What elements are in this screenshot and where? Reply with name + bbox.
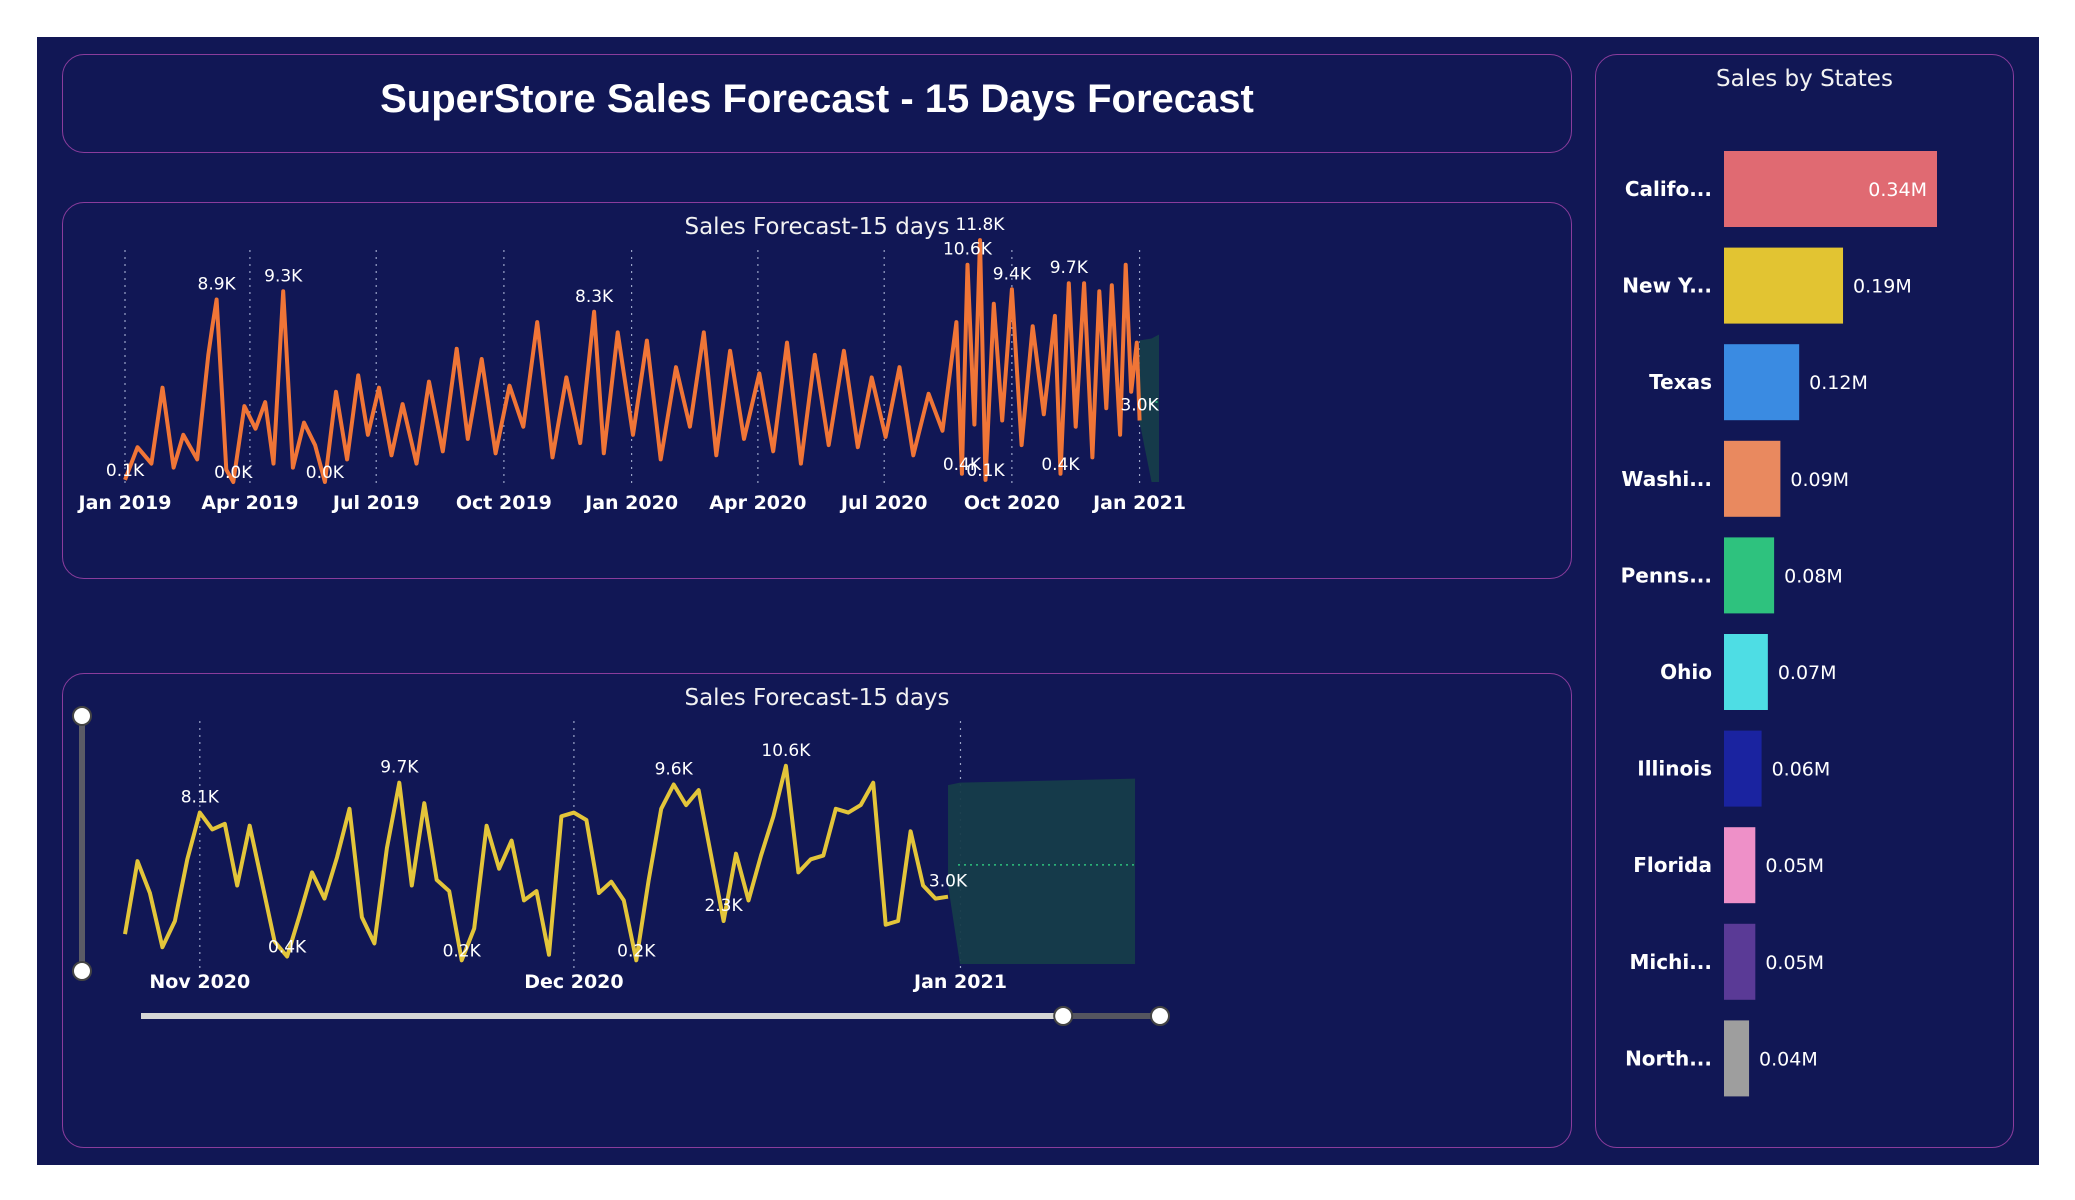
state-label: Florida (1633, 853, 1712, 877)
data-label: 8.9K (198, 275, 237, 295)
chart-title: Sales Forecast-15 days (684, 685, 950, 711)
bar-value-label: 0.34M (1868, 179, 1927, 201)
data-label: 0.4K (1041, 455, 1080, 475)
x-tick-label: Jan 2021 (912, 971, 1007, 993)
x-tick-label: Nov 2020 (149, 971, 250, 993)
state-label: North... (1625, 1046, 1712, 1070)
data-label: 0.4K (268, 938, 307, 958)
sales-forecast-full-chart[interactable]: Jan 2019 Apr 2019 Jul 2019 Oct 2019 Jan 2020… (63, 203, 1569, 576)
state-label: Penns... (1621, 563, 1712, 587)
data-label: 11.8K (955, 215, 1005, 235)
data-label: 9.3K (264, 266, 303, 286)
state-bar (1724, 344, 1800, 421)
bar-value-label: 0.08M (1784, 565, 1843, 587)
data-label: 0.2K (617, 941, 656, 961)
state-bar (1724, 247, 1844, 324)
chart-title: Sales Forecast-15 days (684, 214, 950, 240)
state-label: New Y... (1622, 274, 1712, 298)
vertical-slider-bottom-handle (72, 961, 92, 981)
bar-value-label: 0.09M (1790, 469, 1849, 491)
sales-by-states-chart[interactable]: Califo... 0.34M New Y... 0.19M Texas 0.12M Was… (1596, 55, 2011, 1145)
dashboard-canvas: SuperStore Sales Forecast - 15 Days Fore… (37, 37, 2039, 1165)
bar-value-label: 0.05M (1765, 855, 1824, 877)
data-label: 0.2K (443, 941, 482, 961)
forecast-band (948, 778, 1136, 964)
page-title: SuperStore Sales Forecast - 15 Days Fore… (380, 77, 1254, 121)
state-label: Washi... (1621, 467, 1712, 491)
data-label: 10.6K (761, 741, 811, 761)
state-bar (1724, 1020, 1750, 1097)
x-tick-label: Apr 2019 (201, 492, 298, 514)
x-tick-label: Jan 2019 (77, 492, 172, 514)
data-label: 3.0K (929, 872, 968, 892)
sales-forecast-zoom-panel: Sales Forecast-15 days Nov 2020 Dec 2020 J… (62, 673, 1572, 1148)
data-label: 0.1K (106, 461, 145, 481)
state-bar (1724, 827, 1756, 904)
x-tick-label: Oct 2020 (964, 492, 1060, 514)
forecast-band (1139, 334, 1159, 482)
data-label: 9.6K (655, 760, 694, 780)
x-tick-label: Oct 2019 (456, 492, 552, 514)
title-panel: SuperStore Sales Forecast - 15 Days Fore… (62, 54, 1572, 153)
bar-value-label: 0.06M (1772, 759, 1831, 781)
bar-value-label: 0.19M (1853, 276, 1912, 298)
data-label: 0.1K (966, 461, 1005, 481)
chart-title: Sales by States (1716, 66, 1893, 92)
bar-value-label: 0.12M (1809, 372, 1868, 394)
state-label: Michi... (1630, 950, 1713, 974)
data-label: 9.7K (380, 758, 419, 778)
data-label: 8.3K (575, 287, 614, 307)
x-tick-label: Jul 2020 (839, 492, 928, 514)
sales-series-line (123, 763, 949, 963)
x-tick-label: Jul 2019 (331, 492, 420, 514)
x-tick-label: Apr 2020 (709, 492, 806, 514)
data-label: 8.1K (181, 788, 220, 808)
range-slider-handle (1053, 1006, 1074, 1026)
bar-value-label: 0.07M (1778, 662, 1837, 684)
data-label: 10.6K (943, 240, 993, 260)
sales-forecast-zoom-chart[interactable]: Nov 2020 Dec 2020 Jan 2021 8.1K 0.4K 9.7K 0.2K… (63, 674, 1569, 1145)
data-label: 0.4K (943, 455, 982, 475)
state-label: Illinois (1637, 757, 1712, 781)
data-label: 9.4K (993, 264, 1032, 284)
state-bar (1724, 730, 1762, 807)
data-label: 0.0K (214, 463, 253, 483)
x-tick-label: Dec 2020 (524, 971, 623, 993)
state-bar (1724, 151, 1937, 227)
data-label: 9.7K (1050, 258, 1089, 278)
bar-value-label: 0.05M (1765, 952, 1824, 974)
state-label: Califo... (1625, 177, 1712, 201)
state-bar (1724, 537, 1775, 614)
x-tick-label: Jan 2021 (1091, 492, 1186, 514)
data-label: 3.0K (1120, 396, 1159, 416)
state-label: Ohio (1660, 660, 1712, 684)
state-label: Texas (1649, 370, 1712, 394)
vertical-slider-top-handle (72, 706, 92, 726)
data-label: 0.0K (306, 463, 345, 483)
state-bar (1724, 923, 1756, 1000)
range-slider-end-handle (1150, 1006, 1170, 1026)
state-bar (1724, 634, 1768, 710)
bar-value-label: 0.04M (1759, 1048, 1818, 1070)
sales-by-states-panel: Sales by States Califo... 0.34M New Y... 0.… (1595, 54, 2014, 1148)
sales-series-line (123, 238, 1142, 484)
x-tick-label: Jan 2020 (583, 492, 678, 514)
sales-forecast-full-panel: Sales Forecast-15 days Jan 2019 Apr 2019 J… (62, 202, 1572, 579)
state-bar (1724, 440, 1781, 517)
data-label: 2.3K (704, 896, 743, 916)
